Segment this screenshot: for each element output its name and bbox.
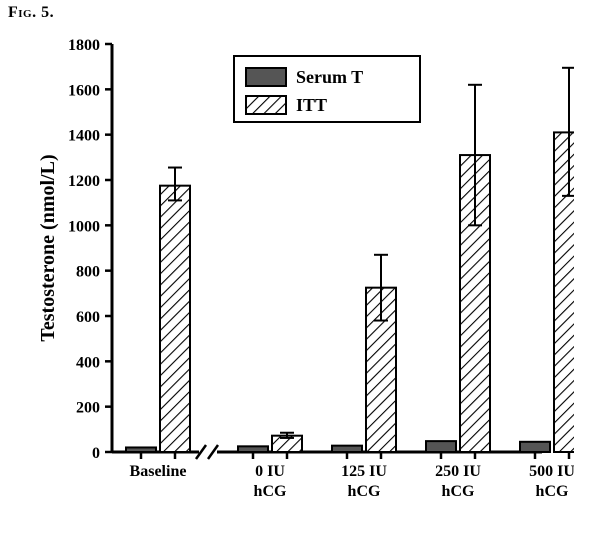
- svg-text:ITT: ITT: [296, 95, 327, 115]
- svg-text:600: 600: [76, 309, 100, 326]
- svg-text:125 IU: 125 IU: [341, 463, 387, 480]
- svg-text:800: 800: [76, 264, 100, 281]
- bar-chart: 0 200 400 600 800 1000 1200 1400 1600 1800 Testost…: [34, 26, 574, 528]
- svg-text:0: 0: [92, 445, 100, 462]
- svg-text:Serum T: Serum T: [296, 67, 363, 87]
- svg-text:200: 200: [76, 400, 100, 417]
- svg-text:1600: 1600: [68, 82, 100, 99]
- svg-text:hCG: hCG: [536, 483, 569, 500]
- svg-text:1800: 1800: [68, 37, 100, 54]
- svg-text:400: 400: [76, 354, 100, 371]
- svg-text:1000: 1000: [68, 218, 100, 235]
- svg-text:500 IU: 500 IU: [529, 463, 574, 480]
- svg-text:hCG: hCG: [442, 483, 475, 500]
- svg-text:1200: 1200: [68, 173, 100, 190]
- svg-text:hCG: hCG: [254, 483, 287, 500]
- svg-text:Baseline: Baseline: [130, 463, 187, 480]
- svg-text:0 IU: 0 IU: [255, 463, 285, 480]
- svg-text:250 IU: 250 IU: [435, 463, 481, 480]
- svg-text:hCG: hCG: [348, 483, 381, 500]
- svg-text:Testosterone (nmol/L): Testosterone (nmol/L): [37, 154, 59, 341]
- svg-text:1400: 1400: [68, 128, 100, 145]
- figure-label: Fig. 5.: [8, 4, 54, 22]
